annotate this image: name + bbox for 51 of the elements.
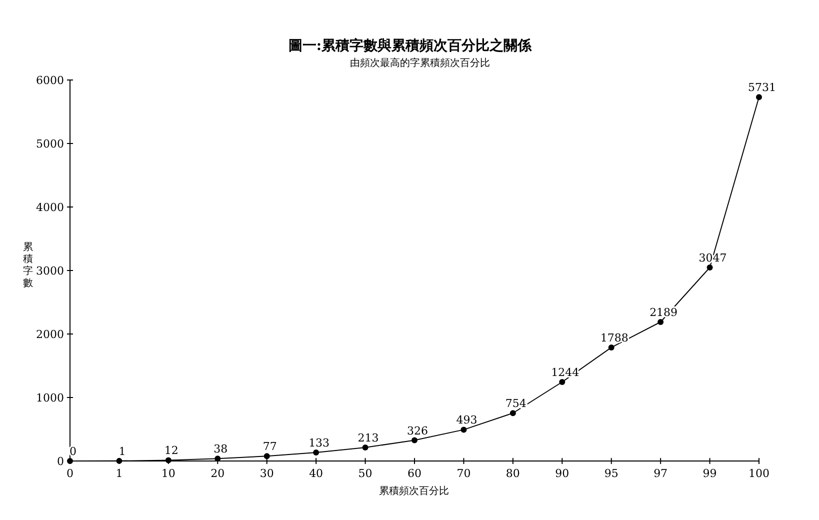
data-label: 326 — [407, 424, 428, 438]
point — [116, 458, 122, 464]
data-label: 12 — [164, 444, 178, 458]
x-tick-label: 10 — [161, 467, 176, 480]
point — [264, 453, 270, 460]
x-tick-label: 50 — [358, 467, 372, 480]
x-tick-label: 90 — [555, 467, 570, 480]
data-label: 133 — [308, 436, 330, 450]
point — [362, 444, 368, 450]
point — [706, 264, 713, 271]
x-tick-label: 30 — [260, 467, 274, 480]
x-tick-label: 95 — [604, 467, 618, 480]
x-tick-label: 70 — [456, 467, 471, 480]
y-tick-label: 0 — [57, 454, 64, 468]
point — [460, 426, 467, 433]
point — [658, 319, 664, 325]
data-label: 5731 — [748, 81, 776, 94]
y-tick-label: 4000 — [36, 200, 64, 214]
x-tick-label: 60 — [408, 467, 422, 480]
point — [214, 456, 221, 462]
x-tick-label: 0 — [66, 467, 74, 480]
x-tick-label: 100 — [748, 467, 770, 480]
data-label: 493 — [456, 414, 478, 427]
point — [559, 379, 566, 386]
y-tick-label: 3000 — [36, 264, 64, 278]
x-tick-label: 99 — [702, 467, 717, 480]
point — [412, 437, 418, 444]
y-tick-label: 2000 — [36, 328, 64, 341]
data-label: 77 — [262, 440, 277, 454]
x-tick-label: 80 — [506, 467, 520, 480]
point — [313, 450, 320, 456]
x-tick-label: 1 — [116, 467, 123, 480]
data-label: 754 — [505, 397, 526, 410]
point — [165, 457, 172, 464]
point — [608, 344, 614, 350]
chart-subtitle: 由頻次最高的字累積頻次百分比 — [350, 57, 490, 69]
x-axis-title: 累積頻次百分比 — [379, 485, 449, 497]
data-label: 1 — [118, 444, 126, 458]
y-tick-label: 1000 — [36, 391, 64, 404]
data-label: 38 — [214, 442, 228, 456]
chart-title: 圖一:累積字數與累積頻次百分比之關係 — [288, 37, 533, 54]
point — [510, 410, 516, 416]
point — [756, 94, 762, 100]
y-axis-title: 累積字數 — [23, 242, 33, 289]
data-label: 1788 — [600, 331, 628, 344]
data-label: 213 — [358, 431, 379, 444]
x-tick-label: 40 — [309, 467, 324, 480]
y-tick-label: 6000 — [36, 74, 64, 87]
y-tick-label: 5000 — [36, 137, 64, 150]
x-tick-label: 97 — [654, 467, 668, 480]
x-tick-label: 20 — [210, 467, 225, 480]
